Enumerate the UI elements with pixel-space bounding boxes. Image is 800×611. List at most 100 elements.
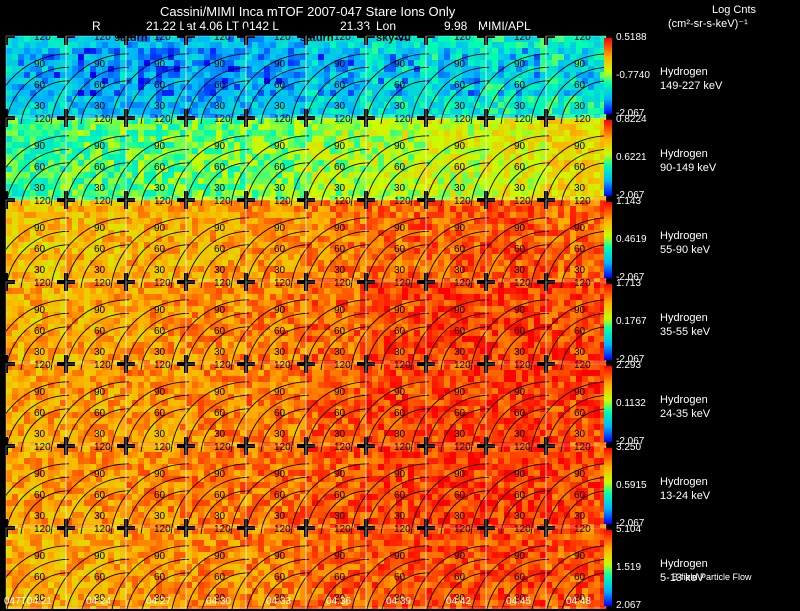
contour-label: 120 xyxy=(274,114,291,125)
channel-species-label: Hydrogen xyxy=(660,394,708,406)
contour-label: 90 xyxy=(514,387,526,398)
contour-label: 120 xyxy=(514,278,531,289)
time-tick-label: 04:45 xyxy=(506,596,531,607)
contour-label: 60 xyxy=(34,162,46,173)
contour-label: 60 xyxy=(574,80,586,91)
contour-label: 90 xyxy=(514,305,526,316)
contour-label: 60 xyxy=(34,326,46,337)
contour-label: 120 xyxy=(334,278,351,289)
contour-label: 90 xyxy=(34,141,46,152)
channel-species-label: Hydrogen xyxy=(660,558,708,570)
contour-label: 60 xyxy=(514,326,526,337)
contour-label: 60 xyxy=(334,326,346,337)
contour-label: 120 xyxy=(274,32,291,43)
contour-label: 60 xyxy=(34,244,46,255)
contour-label: 60 xyxy=(214,572,226,583)
contour-label: 30 xyxy=(574,429,586,440)
contour-label: 60 xyxy=(274,244,286,255)
contour-label: 90 xyxy=(334,59,346,70)
colorbar xyxy=(604,366,612,442)
contour-label: 60 xyxy=(454,326,466,337)
contour-label: 90 xyxy=(394,551,406,562)
contour-label: 30 xyxy=(334,429,346,440)
time-tick-label: 04:42 xyxy=(446,596,471,607)
contour-label: 120 xyxy=(394,196,411,207)
contour-label: 30 xyxy=(34,347,46,358)
colorbar xyxy=(604,284,612,360)
contour-label: 120 xyxy=(214,114,231,125)
time-tick-label: 047T04:21 xyxy=(4,596,52,607)
contour-label: 120 xyxy=(34,32,51,43)
contour-label: 60 xyxy=(334,244,346,255)
contour-label: 90 xyxy=(394,387,406,398)
contour-label: 120 xyxy=(214,196,231,207)
contour-label: 120 xyxy=(334,524,351,535)
contour-label: 90 xyxy=(454,141,466,152)
contour-label: 120 xyxy=(214,278,231,289)
contour-label: 90 xyxy=(154,223,166,234)
contour-label: 90 xyxy=(334,223,346,234)
time-tick-label: 04:24 xyxy=(86,596,111,607)
colorbar-mid-label: 0.5915 xyxy=(616,480,647,491)
contour-label: 30 xyxy=(394,265,406,276)
contour-label: 90 xyxy=(214,223,226,234)
contour-label: 90 xyxy=(334,551,346,562)
contour-label: 120 xyxy=(154,196,171,207)
contour-label: 90 xyxy=(154,59,166,70)
time-tick-label: 04:33 xyxy=(266,596,291,607)
contour-label: 120 xyxy=(154,32,171,43)
contour-label: 90 xyxy=(34,469,46,480)
contour-label: 30 xyxy=(214,511,226,522)
contour-label: 30 xyxy=(34,265,46,276)
contour-label: 120 xyxy=(334,442,351,453)
contour-label: 60 xyxy=(394,80,406,91)
contour-label: 60 xyxy=(214,162,226,173)
contour-label: 60 xyxy=(94,490,106,501)
contour-label: 90 xyxy=(334,469,346,480)
contour-label: 90 xyxy=(214,59,226,70)
contour-label: 120 xyxy=(34,360,51,371)
colorbar xyxy=(604,530,612,606)
contour-label: 90 xyxy=(514,59,526,70)
contour-label: 60 xyxy=(94,80,106,91)
contour-label: 60 xyxy=(34,80,46,91)
colorbar-min-label: 2.067 xyxy=(616,600,641,611)
channel-species-label: Hydrogen xyxy=(660,312,708,324)
contour-label: 90 xyxy=(274,59,286,70)
contour-label: 120 xyxy=(94,196,111,207)
contour-label: 90 xyxy=(394,223,406,234)
contour-label: 90 xyxy=(94,387,106,398)
contour-label: 90 xyxy=(94,223,106,234)
contour-label: 90 xyxy=(454,551,466,562)
contour-label: 60 xyxy=(334,408,346,419)
contour-label: 120 xyxy=(454,524,471,535)
contour-label: 120 xyxy=(154,114,171,125)
contour-label: 30 xyxy=(214,429,226,440)
contour-label: 60 xyxy=(514,244,526,255)
contour-label: 120 xyxy=(154,278,171,289)
contour-label: 120 xyxy=(574,278,591,289)
contour-label: 30 xyxy=(34,183,46,194)
contour-label: 90 xyxy=(154,387,166,398)
contour-label: 90 xyxy=(574,223,586,234)
contour-label: 90 xyxy=(94,469,106,480)
contour-label: 30 xyxy=(394,101,406,112)
contour-label: 90 xyxy=(514,469,526,480)
colorbar-mid-label: 0.4619 xyxy=(616,234,647,245)
contour-label: 60 xyxy=(334,572,346,583)
contour-label: 30 xyxy=(574,511,586,522)
contour-label: 90 xyxy=(94,305,106,316)
contour-label: 90 xyxy=(334,387,346,398)
contour-label: 90 xyxy=(274,305,286,316)
contour-label: 90 xyxy=(34,223,46,234)
colorbar-max-label: 1.713 xyxy=(616,278,641,289)
contour-label: 90 xyxy=(94,59,106,70)
contour-label: 30 xyxy=(334,347,346,358)
colorbar xyxy=(604,448,612,524)
contour-label: 30 xyxy=(394,511,406,522)
contour-label: 120 xyxy=(334,32,351,43)
colorbar-max-label: 5.104 xyxy=(616,524,641,535)
contour-label: 60 xyxy=(34,572,46,583)
contour-label: 30 xyxy=(154,183,166,194)
contour-label: 120 xyxy=(394,114,411,125)
